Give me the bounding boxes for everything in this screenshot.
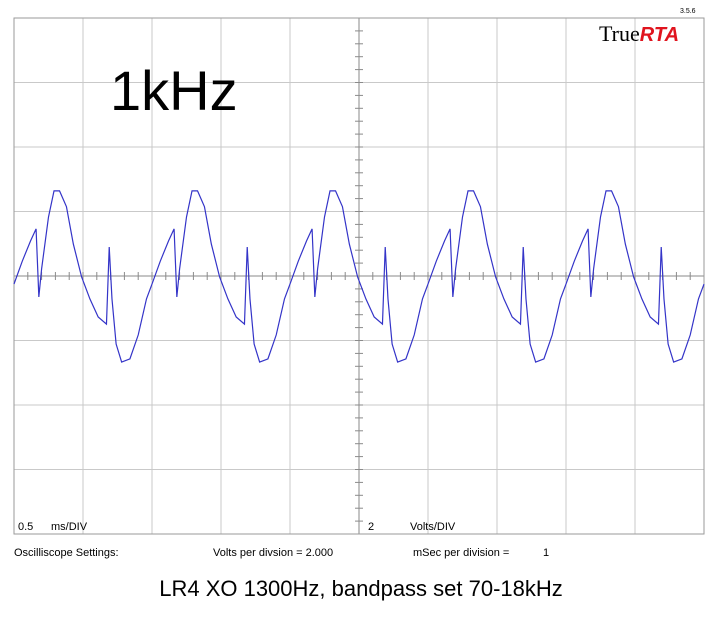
chart-title: 1kHz bbox=[110, 59, 238, 122]
settings-msec-value: 1 bbox=[543, 547, 549, 559]
caption: LR4 XO 1300Hz, bandpass set 70-18kHz bbox=[159, 576, 563, 601]
logo: TrueRTA bbox=[599, 21, 679, 46]
settings-msec-label: mSec per division = bbox=[413, 547, 509, 559]
waveform bbox=[13, 190, 705, 363]
logo-first: True bbox=[599, 21, 640, 46]
settings-volts: Volts per divsion = 2.000 bbox=[213, 547, 333, 559]
time-scale-value: 0.5 bbox=[18, 521, 33, 533]
logo-second: RTA bbox=[640, 24, 679, 46]
version: 3.5.6 bbox=[680, 8, 696, 15]
plot-border bbox=[13, 17, 705, 535]
volt-scale-unit: Volts/DIV bbox=[410, 521, 456, 533]
volt-scale-value: 2 bbox=[368, 521, 374, 533]
settings-label: Oscilliscope Settings: bbox=[14, 547, 119, 559]
time-scale-unit: ms/DIV bbox=[51, 521, 88, 533]
